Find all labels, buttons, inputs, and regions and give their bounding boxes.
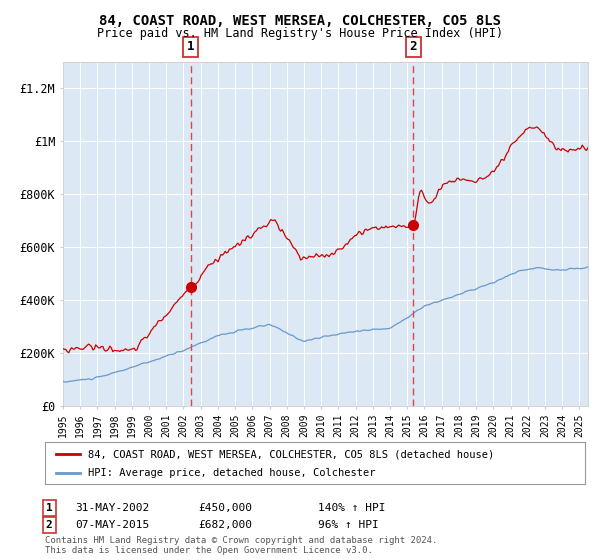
Text: 1: 1 (187, 40, 194, 53)
Text: 84, COAST ROAD, WEST MERSEA, COLCHESTER, CO5 8LS: 84, COAST ROAD, WEST MERSEA, COLCHESTER,… (99, 14, 501, 28)
Text: 2: 2 (46, 520, 53, 530)
Text: Price paid vs. HM Land Registry's House Price Index (HPI): Price paid vs. HM Land Registry's House … (97, 27, 503, 40)
Text: 84, COAST ROAD, WEST MERSEA, COLCHESTER, CO5 8LS (detached house): 84, COAST ROAD, WEST MERSEA, COLCHESTER,… (88, 449, 494, 459)
Text: 96% ↑ HPI: 96% ↑ HPI (318, 520, 379, 530)
Text: £682,000: £682,000 (198, 520, 252, 530)
Text: HPI: Average price, detached house, Colchester: HPI: Average price, detached house, Colc… (88, 469, 376, 478)
Text: This data is licensed under the Open Government Licence v3.0.: This data is licensed under the Open Gov… (45, 547, 373, 556)
Text: 31-MAY-2002: 31-MAY-2002 (75, 503, 149, 513)
Text: Contains HM Land Registry data © Crown copyright and database right 2024.: Contains HM Land Registry data © Crown c… (45, 536, 437, 545)
Text: 07-MAY-2015: 07-MAY-2015 (75, 520, 149, 530)
Text: 140% ↑ HPI: 140% ↑ HPI (318, 503, 386, 513)
Text: 2: 2 (410, 40, 417, 53)
Text: 1: 1 (46, 503, 53, 513)
Text: £450,000: £450,000 (198, 503, 252, 513)
